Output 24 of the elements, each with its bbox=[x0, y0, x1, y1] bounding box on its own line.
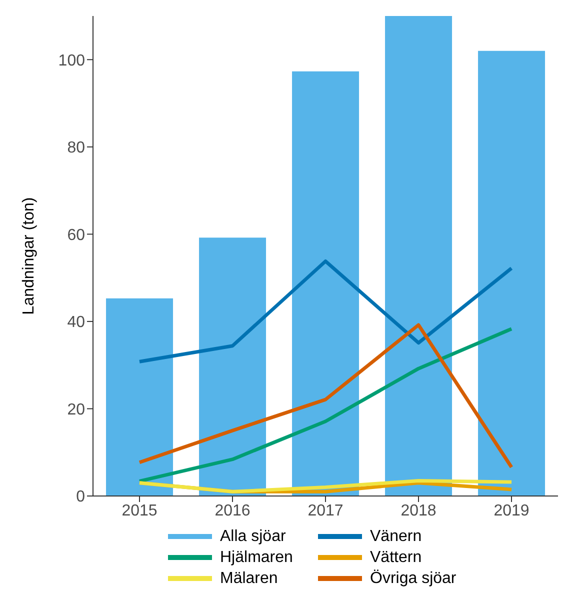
x-tick-label: 2019 bbox=[494, 502, 530, 520]
x-tick-label: 2018 bbox=[400, 502, 436, 520]
y-tick-label: 80 bbox=[67, 140, 86, 157]
x-tick-label: 2016 bbox=[214, 502, 250, 520]
y-axis-title: Landningar (ton) bbox=[20, 197, 38, 315]
bar bbox=[478, 50, 546, 496]
legend-label: Vättern bbox=[370, 548, 422, 566]
legend-label: Alla sjöar bbox=[220, 528, 286, 546]
y-tick-label: 20 bbox=[67, 401, 86, 418]
x-tick-label: 2015 bbox=[122, 502, 158, 520]
y-tick-label: 100 bbox=[58, 52, 86, 70]
bar bbox=[199, 238, 266, 496]
legend-label: Hjälmaren bbox=[220, 548, 293, 566]
x-tick-label: 2017 bbox=[308, 502, 344, 520]
y-tick-label: 40 bbox=[67, 314, 86, 332]
bar bbox=[106, 298, 174, 496]
line-series bbox=[138, 259, 514, 364]
legend-label: Övriga sjöar bbox=[370, 570, 456, 588]
y-tick-label: 60 bbox=[67, 226, 86, 244]
legend-label: Mälaren bbox=[220, 570, 278, 588]
bar bbox=[292, 71, 360, 496]
bar bbox=[385, 16, 452, 496]
legend-label: Vänern bbox=[370, 528, 422, 546]
y-tick-label: 0 bbox=[76, 488, 86, 506]
